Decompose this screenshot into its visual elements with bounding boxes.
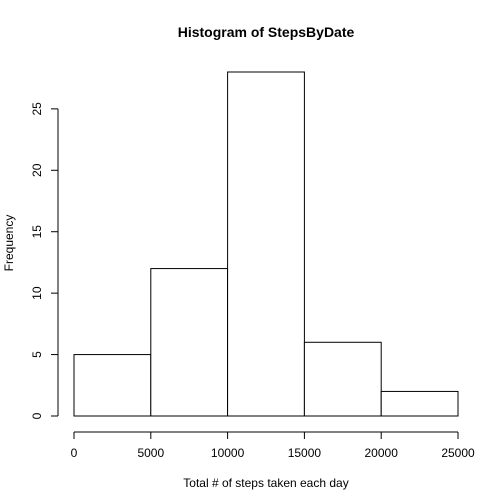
histogram-bar-3 (227, 71, 305, 417)
x-tick-label: 25000 (441, 446, 475, 460)
x-tick-label: 20000 (365, 446, 399, 460)
histogram-bars (73, 71, 459, 417)
y-tick-label: 10 (30, 286, 44, 300)
x-tick-label: 5000 (137, 446, 164, 460)
x-tick-label: 0 (71, 446, 78, 460)
x-axis-label: Total # of steps taken each day (183, 476, 348, 490)
y-tick-label: 20 (30, 163, 44, 177)
y-tick-label: 0 (30, 412, 44, 419)
x-tick-label: 10000 (211, 446, 245, 460)
y-tick-label: 25 (30, 102, 44, 116)
histogram-bar-5 (380, 390, 459, 417)
histogram-bar-4 (303, 341, 382, 417)
x-tick-label: 15000 (288, 446, 322, 460)
y-tick-label: 15 (30, 225, 44, 239)
x-axis: 0 5000 10000 15000 20000 25000 (71, 431, 475, 460)
chart-title: Histogram of StepsByDate (178, 24, 355, 40)
y-axis: 0 5 10 15 20 25 (30, 102, 59, 419)
y-axis-label: Frequency (2, 215, 16, 272)
histogram-bar-2 (150, 268, 229, 417)
histogram-bar-1 (73, 354, 152, 417)
y-tick-label: 5 (30, 351, 44, 358)
